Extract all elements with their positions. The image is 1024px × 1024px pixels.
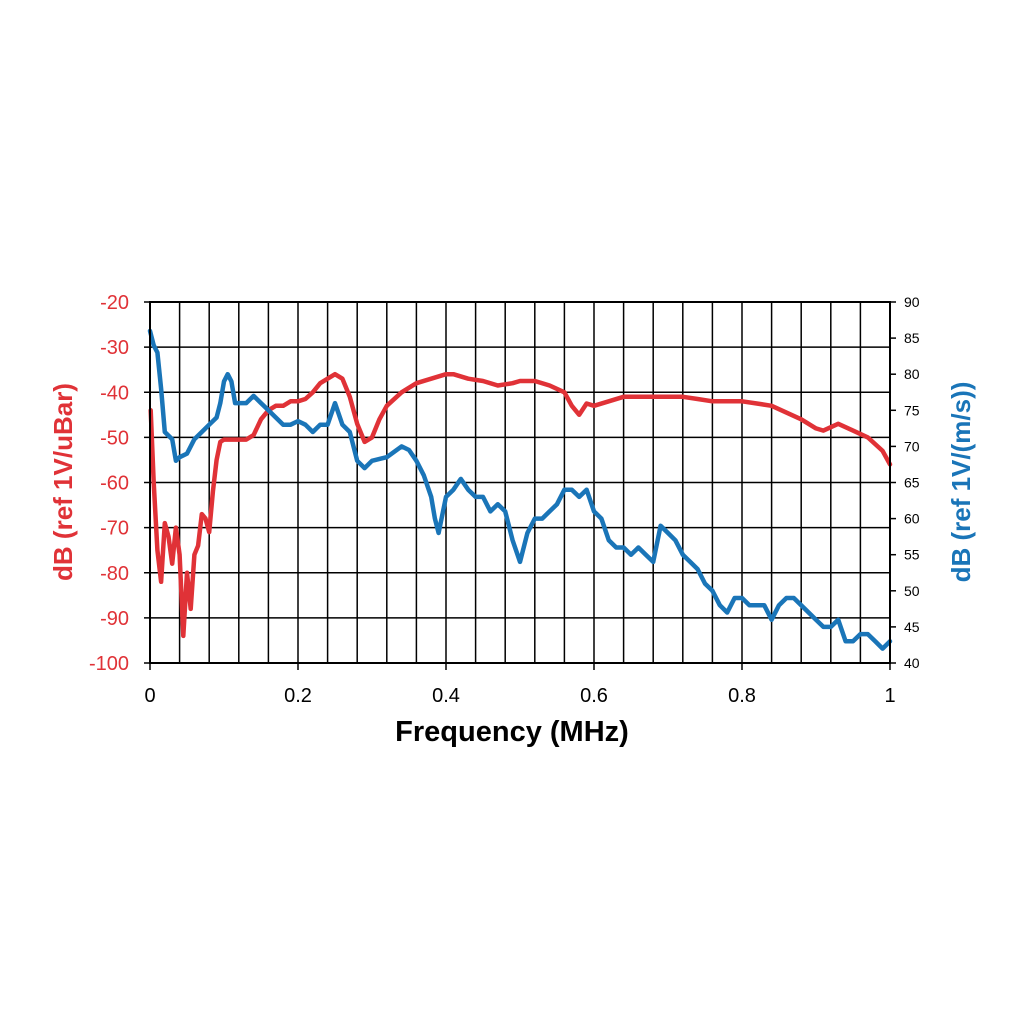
x-tick-label: 0.6 <box>580 685 608 707</box>
right-tick-label: 60 <box>904 511 920 527</box>
right-tick-label: 70 <box>904 438 920 454</box>
right-tick-label: 50 <box>904 583 920 599</box>
x-tick-label: 0.8 <box>728 685 756 707</box>
left-tick-label: -80 <box>100 563 129 585</box>
left-axis-ticks: -20 -30 -40 -50 -60 -70 -80 -90 -100 <box>89 292 150 675</box>
grid <box>150 301 890 664</box>
left-tick-label: -70 <box>100 518 129 540</box>
series-line-pressure <box>148 371 893 639</box>
right-axis-title: dB (ref 1V/(m/s)) <box>946 382 976 583</box>
left-tick-label: -40 <box>100 382 129 404</box>
series-layer <box>147 328 893 651</box>
right-tick-label: 80 <box>904 366 920 382</box>
left-tick-label: -30 <box>100 337 129 359</box>
right-tick-label: 90 <box>904 294 920 310</box>
left-tick-label: -50 <box>100 427 129 449</box>
series-line-velocity <box>147 328 893 651</box>
left-tick-label: -60 <box>100 473 129 495</box>
right-axis-ticks: 90 85 80 75 70 65 60 55 50 45 40 <box>890 294 920 671</box>
right-tick-label: 85 <box>904 330 920 346</box>
x-tick-label: 1 <box>884 685 895 707</box>
right-tick-label: 75 <box>904 402 920 418</box>
x-axis-ticks: 0 0.2 0.4 0.6 0.8 1 <box>144 663 896 707</box>
x-tick-label: 0 <box>144 685 155 707</box>
left-tick-label: -100 <box>89 653 129 675</box>
left-axis-title: dB (ref 1V/uBar) <box>48 383 78 581</box>
left-tick-label: -20 <box>100 292 129 314</box>
x-tick-label: 0.2 <box>284 685 312 707</box>
right-tick-label: 45 <box>904 619 920 635</box>
right-tick-label: 55 <box>904 547 920 563</box>
left-tick-label: -90 <box>100 608 129 630</box>
right-tick-label: 40 <box>904 655 920 671</box>
right-tick-label: 65 <box>904 475 920 491</box>
x-axis-title: Frequency (MHz) <box>395 716 629 748</box>
x-tick-label: 0.4 <box>432 685 460 707</box>
